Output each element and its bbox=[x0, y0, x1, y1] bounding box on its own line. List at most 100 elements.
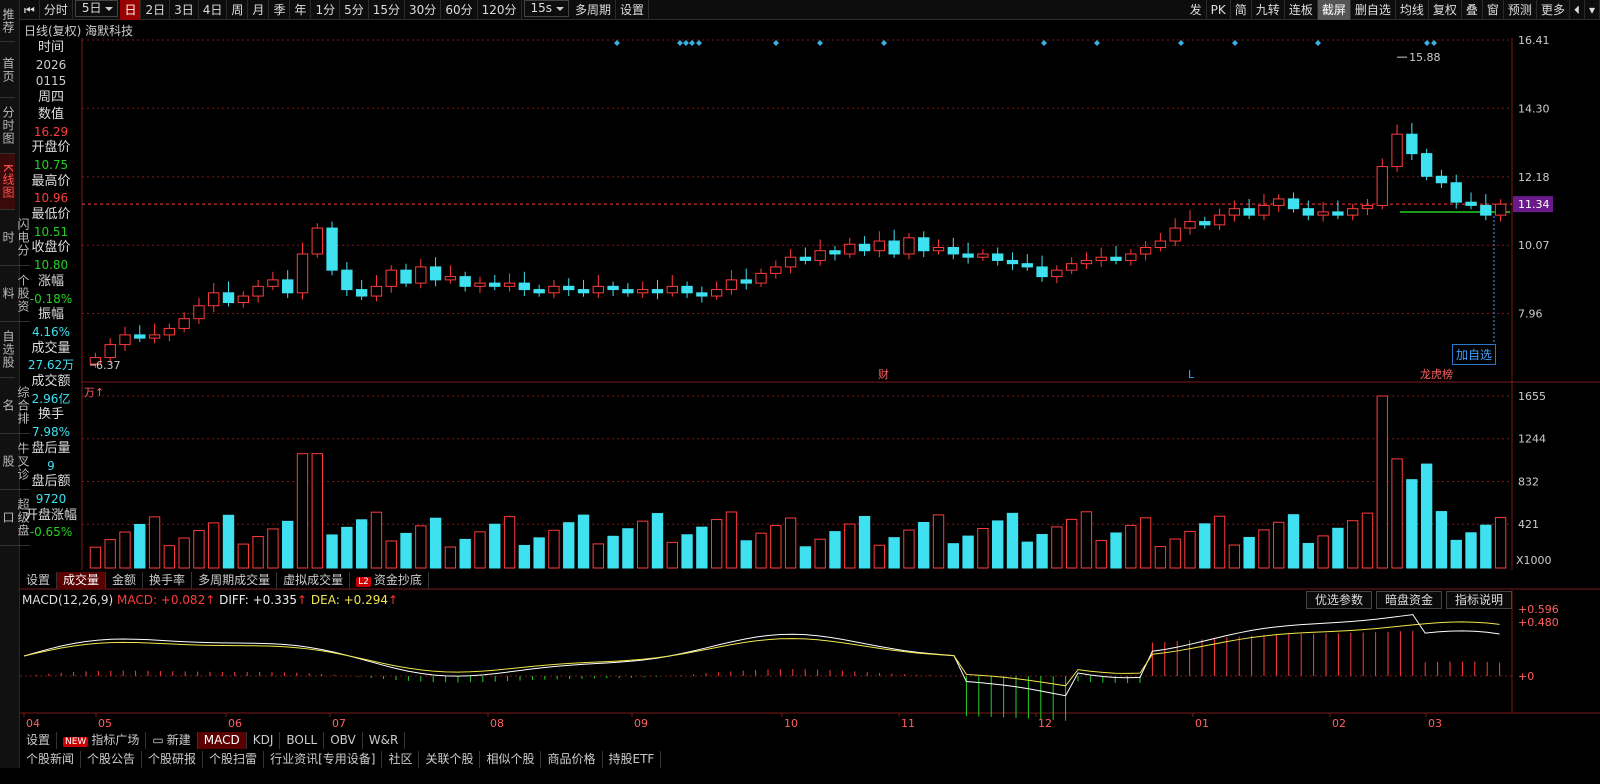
macd-btn-0[interactable]: 优选参数 bbox=[1305, 591, 1372, 609]
bottom-tab-1[interactable]: 个股公告 bbox=[81, 750, 143, 768]
nav-9[interactable]: 超级盘口 bbox=[0, 490, 30, 546]
period-1[interactable]: 5日 bbox=[74, 0, 119, 17]
vol-bar-38 bbox=[651, 513, 664, 569]
tool-8[interactable]: 复权 bbox=[1429, 0, 1462, 20]
period-18[interactable]: 设置 bbox=[616, 0, 650, 20]
info-label-5: 最低价 bbox=[31, 207, 71, 223]
nav-7[interactable]: 综合排名 bbox=[0, 378, 30, 434]
vol-tab-1[interactable]: 成交量 bbox=[57, 571, 107, 589]
period-4[interactable]: 3日 bbox=[170, 0, 199, 20]
period-16[interactable]: 15s bbox=[523, 0, 570, 17]
nav-5[interactable]: 个股资料 bbox=[0, 266, 30, 322]
tool-6[interactable]: 删自选 bbox=[1351, 0, 1396, 20]
bottom-tab-4[interactable]: 行业资讯[专用设备] bbox=[264, 750, 383, 768]
period-5[interactable]: 4日 bbox=[199, 0, 228, 20]
ind-tab-6[interactable]: OBV bbox=[324, 731, 363, 749]
ind-tab-7[interactable]: W&R bbox=[363, 731, 406, 749]
tool-10[interactable]: 窗 bbox=[1483, 0, 1504, 20]
tool-11[interactable]: 预测 bbox=[1504, 0, 1537, 20]
nav-6[interactable]: 自选股 bbox=[0, 322, 15, 378]
vol-bar-24 bbox=[444, 546, 457, 569]
period-3[interactable]: 2日 bbox=[141, 0, 171, 20]
period-12[interactable]: 15分 bbox=[369, 0, 406, 20]
nav-8[interactable]: 牛叉诊股 bbox=[0, 434, 30, 490]
ind-tab-1[interactable]: NEW 指标广场 bbox=[57, 731, 147, 749]
tool-12[interactable]: 更多 bbox=[1537, 0, 1570, 20]
nav-3[interactable]: K线图 bbox=[0, 154, 15, 210]
candle-body-34 bbox=[592, 285, 604, 294]
macd-btn-1[interactable]: 暗盘资金 bbox=[1375, 591, 1442, 609]
bottom-tab-0[interactable]: 个股新闻 bbox=[20, 750, 82, 768]
period-14[interactable]: 60分 bbox=[441, 0, 478, 20]
candle-body-68 bbox=[1095, 256, 1107, 261]
candle-body-59 bbox=[962, 253, 974, 258]
ind-tab-4[interactable]: KDJ bbox=[247, 731, 281, 749]
tool-9[interactable]: 叠 bbox=[1462, 0, 1483, 20]
macd-tick-0: +0.596 bbox=[1518, 603, 1559, 616]
vol-bar-40 bbox=[681, 534, 693, 569]
nav-2[interactable]: 分时图 bbox=[0, 98, 15, 154]
vol-tab-5[interactable]: 虚拟成交量 bbox=[277, 571, 351, 589]
dropdown-icon[interactable]: ▾ bbox=[1585, 0, 1600, 20]
bottom-tab-7[interactable]: 相似个股 bbox=[480, 750, 542, 768]
info-value-6-0: 10.80 bbox=[33, 258, 69, 273]
period-7[interactable]: 月 bbox=[248, 0, 270, 20]
add-favorite-button[interactable]: 加自选 bbox=[1452, 344, 1497, 365]
candle-body-75 bbox=[1199, 221, 1211, 226]
period-17[interactable]: 多周期 bbox=[571, 0, 617, 20]
period-6[interactable]: 周 bbox=[227, 0, 249, 20]
nav-0[interactable]: 推荐 bbox=[0, 0, 15, 42]
vol-tab-2[interactable]: 金额 bbox=[106, 571, 144, 589]
period-10[interactable]: 1分 bbox=[311, 0, 341, 20]
nav-4[interactable]: 闪电分时 bbox=[0, 210, 30, 266]
vol-tab-4[interactable]: 多周期成交量 bbox=[192, 571, 278, 589]
tool-5[interactable]: 截屏 bbox=[1317, 0, 1351, 20]
signal-diamond-6 bbox=[817, 40, 823, 46]
ind-tab-5[interactable]: BOLL bbox=[280, 731, 325, 749]
tool-7[interactable]: 均线 bbox=[1396, 0, 1429, 20]
bottom-tab-5[interactable]: 社区 bbox=[382, 750, 420, 768]
macd-btn-2[interactable]: 指标说明 bbox=[1445, 591, 1512, 609]
vol-bar-43 bbox=[725, 511, 738, 569]
bottom-tab-8[interactable]: 商品价格 bbox=[541, 750, 603, 768]
bottom-tab-2[interactable]: 个股研报 bbox=[142, 750, 204, 768]
bottom-tab-3[interactable]: 个股扫雷 bbox=[203, 750, 265, 768]
event-0: 财 bbox=[878, 367, 889, 381]
macd-tick-2: +0 bbox=[1518, 670, 1534, 683]
vol-tab-3[interactable]: 换手率 bbox=[143, 571, 193, 589]
vol-bar-65 bbox=[1051, 526, 1063, 569]
candle-body-32 bbox=[563, 285, 575, 291]
vol-bar-66 bbox=[1065, 518, 1078, 569]
vol-bar-95 bbox=[1494, 517, 1507, 569]
ind-tab-3[interactable]: MACD bbox=[197, 731, 247, 749]
month-tick-8: 12 bbox=[1038, 717, 1052, 730]
bottom-tab-9[interactable]: 持股ETF bbox=[603, 750, 662, 768]
month-tick-1: 05 bbox=[98, 717, 112, 730]
period-8[interactable]: 季 bbox=[269, 0, 291, 20]
vol-bar-14 bbox=[296, 453, 309, 569]
period-13[interactable]: 30分 bbox=[405, 0, 442, 20]
period-2[interactable]: 日 bbox=[120, 0, 142, 20]
candle-body-61 bbox=[992, 253, 1004, 261]
collapse-icon[interactable]: ⏮ bbox=[20, 0, 40, 20]
vol-bar-60 bbox=[977, 528, 989, 569]
period-0[interactable]: 分时 bbox=[40, 0, 73, 20]
ind-tab-2[interactable]: ▭ 新建 bbox=[146, 731, 198, 749]
tool-2[interactable]: 简 bbox=[1231, 0, 1252, 20]
vol-tab-0[interactable]: 设置 bbox=[20, 571, 58, 589]
tool-3[interactable]: 九转 bbox=[1252, 0, 1285, 20]
period-11[interactable]: 5分 bbox=[340, 0, 369, 20]
nav-1[interactable]: 首页 bbox=[0, 42, 15, 98]
tool-1[interactable]: PK bbox=[1207, 0, 1231, 20]
bottom-tab-6[interactable]: 关联个股 bbox=[419, 750, 481, 768]
candle-body-84 bbox=[1332, 211, 1344, 216]
tool-0[interactable]: 发 bbox=[1186, 0, 1207, 20]
vol-bar-72 bbox=[1154, 546, 1167, 569]
tool-4[interactable]: 连板 bbox=[1285, 0, 1318, 20]
ind-tab-0[interactable]: 设置 bbox=[20, 731, 58, 749]
back-icon[interactable]: ⏴ bbox=[1570, 0, 1585, 20]
month-tick-6: 10 bbox=[784, 717, 798, 730]
period-9[interactable]: 年 bbox=[290, 0, 312, 20]
vol-tab-6[interactable]: L2 资金抄底 bbox=[350, 571, 429, 589]
period-15[interactable]: 120分 bbox=[478, 0, 522, 20]
